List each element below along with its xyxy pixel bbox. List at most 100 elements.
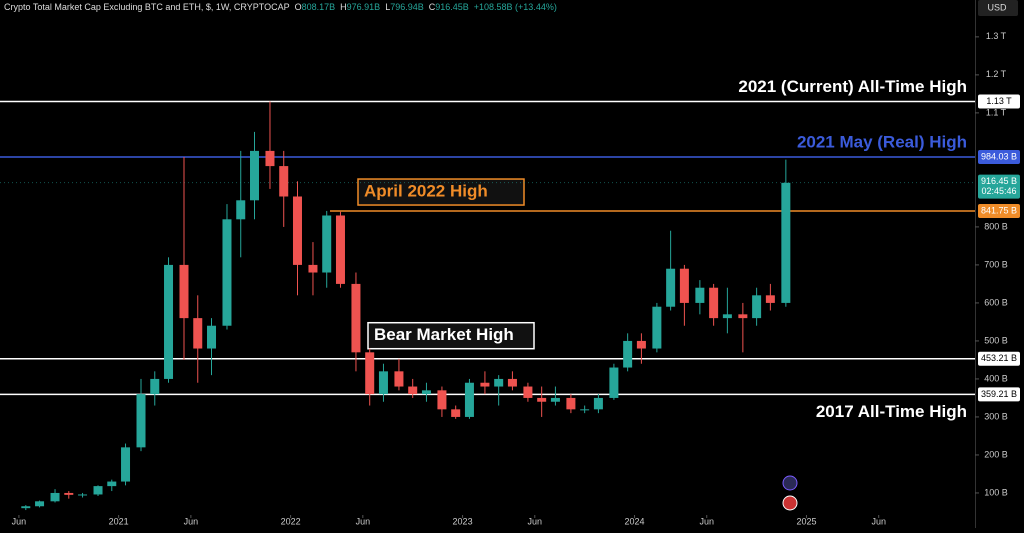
price-label-box: [978, 149, 1020, 164]
y-tick-label: 1.2 T: [986, 69, 1007, 79]
y-tick-label: 300 B: [984, 411, 1008, 421]
annotation: 2021 (Current) All-Time High: [738, 77, 967, 96]
candle-body: [451, 409, 461, 417]
annotation-box: [357, 178, 525, 206]
candle-body: [709, 287, 719, 319]
candle-body: [494, 378, 504, 387]
x-tick-label: Jun: [356, 516, 371, 526]
price-label-box: [978, 204, 1020, 219]
price-label-box: [978, 94, 1020, 109]
candle-body: [365, 352, 375, 395]
currency: USD: [987, 2, 1007, 12]
event-icon[interactable]: [782, 475, 798, 491]
candle-body: [136, 394, 146, 448]
x-tick-label: Jun: [871, 516, 886, 526]
x-tick-label: Jun: [12, 516, 27, 526]
price-label: 984.03 B: [981, 151, 1017, 161]
candle-body: [623, 340, 633, 368]
countdown: 02:45:46: [981, 186, 1016, 196]
candle-body: [695, 287, 705, 303]
y-tick-label: 800 B: [984, 221, 1008, 231]
candle-body: [765, 295, 775, 303]
candle-body: [35, 501, 45, 507]
candle-body: [207, 325, 217, 349]
candle-body: [566, 397, 576, 410]
x-tick-label: 2023: [453, 516, 473, 526]
candle-body: [21, 506, 31, 509]
stat-key: L: [385, 2, 390, 12]
price-label-box: [978, 351, 1020, 366]
y-tick-label: 600 B: [984, 297, 1008, 307]
y-tick-label: 700 B: [984, 259, 1008, 269]
candle-body: [394, 371, 404, 387]
candle-body: [236, 200, 246, 220]
candle-body: [351, 283, 361, 353]
candle-body: [781, 182, 791, 303]
annotation: Bear Market High: [374, 325, 514, 344]
candle-body: [666, 268, 676, 307]
stat-value: 796.94B: [390, 2, 424, 12]
candle-body: [378, 371, 388, 395]
price-label: 453.21 B: [981, 353, 1017, 363]
flag-icon[interactable]: [782, 495, 798, 511]
candle-body: [249, 150, 259, 201]
candle-body: [480, 382, 490, 387]
y-tick-label: 200 B: [984, 449, 1008, 459]
candle-body: [279, 166, 289, 197]
candle-body: [335, 215, 345, 284]
candle-body: [265, 150, 275, 167]
x-tick-label: 2022: [281, 516, 301, 526]
currency-box: [978, 0, 1018, 16]
y-tick-label: 1.3 T: [986, 31, 1007, 41]
candle-body: [464, 382, 474, 417]
candle-body: [652, 306, 662, 349]
candle-body: [722, 314, 732, 319]
stat-key: H: [340, 2, 347, 12]
x-tick-label: Jun: [699, 516, 714, 526]
stat-key: C: [429, 2, 436, 12]
annotation-box: [367, 321, 535, 350]
price-label: 1.13 T: [986, 96, 1012, 106]
candle-body: [507, 378, 517, 387]
current-price-box: [978, 174, 1020, 199]
y-tick-label: 500 B: [984, 335, 1008, 345]
price-label: 359.21 B: [981, 389, 1017, 399]
candle-body: [222, 219, 232, 326]
x-tick-label: Jun: [184, 516, 199, 526]
candle-body: [150, 378, 160, 395]
candle-body: [593, 397, 603, 410]
annotation: 2021 May (Real) High: [797, 132, 967, 151]
candle-body: [121, 447, 131, 482]
candle-body: [550, 397, 560, 402]
candle-body: [179, 264, 189, 319]
candle-body: [50, 492, 60, 502]
x-tick-label: 2021: [109, 516, 129, 526]
candle-body: [523, 386, 533, 398]
candle-body: [752, 295, 762, 319]
price-label-box: [978, 387, 1020, 402]
candle-body: [636, 340, 646, 349]
candle-body: [738, 314, 748, 319]
x-tick-label: Jun: [528, 516, 543, 526]
price-label: 841.75 B: [981, 205, 1017, 215]
x-tick-label: 2025: [796, 516, 816, 526]
candle-body: [322, 215, 332, 273]
stat-value: 808.17B: [302, 2, 336, 12]
candle-body: [93, 486, 103, 495]
candle-body: [164, 264, 174, 379]
candle-body: [292, 196, 302, 265]
y-tick-label: 100 B: [984, 487, 1008, 497]
candle-body: [308, 264, 318, 273]
candle-body: [78, 494, 88, 496]
candle-body: [437, 390, 447, 410]
stat-value: 976.91B: [347, 2, 381, 12]
candle-body: [537, 397, 547, 402]
x-tick-label: 2024: [625, 516, 645, 526]
header: Crypto Total Market Cap Excluding BTC an…: [4, 2, 557, 12]
candle-body: [580, 409, 590, 411]
stat-change: +108.58B (+13.44%): [474, 2, 557, 12]
candle-body: [679, 268, 689, 303]
current-price-label: 916.45 B: [981, 176, 1017, 186]
